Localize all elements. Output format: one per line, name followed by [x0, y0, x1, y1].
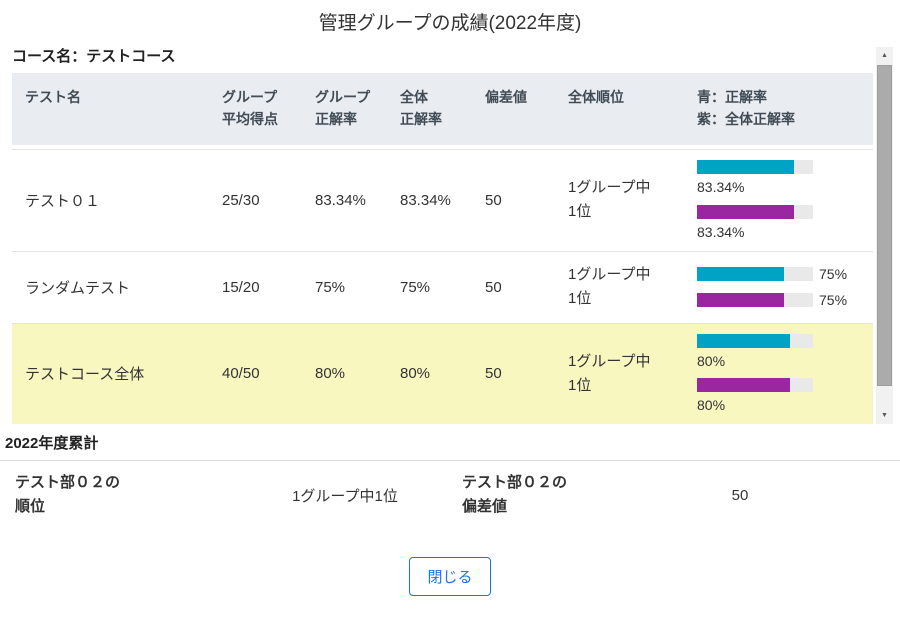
bar-value-label: 83.34%: [697, 223, 745, 240]
bar-value-label: 80%: [697, 352, 726, 369]
cell-overall-correct-rate: 75%: [400, 278, 431, 296]
header-bar-legend: 青：正解率 紫：全体正解率: [697, 89, 795, 127]
summary-row: テスト部０２の 順位 1グループ中1位 テスト部０２の 偏差値 50: [12, 469, 900, 521]
bar-fill: [697, 378, 790, 393]
summary-heading: 2022年度累計: [5, 435, 99, 453]
purple-rate-bar: 75%: [697, 292, 873, 309]
cell-overall-correct-rate: 83.34%: [400, 191, 451, 209]
header-overall-correct-rate: 全体 正解率: [400, 89, 442, 127]
bar-fill: [697, 333, 790, 348]
purple-rate-bar: 80%: [697, 378, 873, 414]
purple-rate-bar: 83.34%: [697, 204, 873, 241]
summary-rank-label: テスト部０２の 順位: [15, 474, 121, 516]
cell-test-name: ランダムテスト: [25, 279, 131, 297]
cell-deviation: 50: [485, 278, 502, 296]
cell-deviation: 50: [485, 365, 502, 383]
cell-overall-correct-rate: 80%: [400, 365, 431, 383]
bar-fill: [697, 204, 794, 219]
table-row-course-total: テストコース全体 40/50 80% 80% 50 1グループ中 1位 80% 8…: [12, 322, 873, 425]
bar-value-label: 75%: [819, 265, 848, 282]
blue-rate-bar: 75%: [697, 266, 873, 283]
summary-deviation-value: 50: [731, 486, 749, 504]
header-deviation: 偏差値: [485, 89, 527, 105]
blue-rate-bar: 80%: [697, 333, 873, 370]
header-overall-rank: 全体順位: [568, 89, 624, 105]
bar-fill: [697, 267, 784, 282]
bar-track: [697, 204, 813, 219]
bar-track: [697, 160, 813, 174]
cell-overall-rank: 1グループ中 1位: [568, 352, 651, 394]
summary-rank-value: 1グループ中1位: [292, 487, 398, 505]
bar-track: [697, 333, 813, 348]
cell-group-avg-score: 15/20: [222, 278, 260, 296]
header-test-name: テスト名: [25, 89, 81, 105]
cell-overall-rank: 1グループ中 1位: [568, 266, 651, 308]
yearly-summary-section: 2022年度累計 テスト部０２の 順位 1グループ中1位 テスト部０２の 偏差値…: [0, 432, 900, 521]
scroll-up-button[interactable]: ▲: [876, 47, 893, 64]
summary-divider: [0, 460, 900, 462]
header-group-correct-rate: グループ 正解率: [315, 89, 371, 127]
cell-group-correct-rate: 80%: [315, 365, 346, 383]
rate-bars: 75% 75%: [697, 256, 873, 319]
bar-track: [697, 292, 813, 307]
vertical-scrollbar[interactable]: ▲ ▼: [876, 47, 893, 425]
cell-group-avg-score: 25/30: [222, 191, 260, 209]
dialog-footer: 閉じる: [0, 557, 900, 597]
rate-bars: 83.34% 83.34%: [697, 150, 873, 251]
blue-rate-bar: 83.34%: [697, 160, 873, 196]
cell-deviation: 50: [485, 191, 502, 209]
course-name-label: コース名：テストコース: [12, 48, 176, 65]
rate-bars: 80% 80%: [697, 324, 873, 425]
cell-test-name: テストコース全体: [25, 366, 145, 384]
summary-deviation-label: テスト部０２の 偏差値: [462, 474, 568, 516]
bar-value-label: 80%: [697, 397, 726, 414]
cell-test-name: テスト０１: [25, 192, 101, 210]
table-row: テスト０１ 25/30 83.34% 83.34% 50 1グループ中 1位 8…: [12, 149, 873, 251]
cell-group-correct-rate: 83.34%: [315, 191, 366, 209]
results-scroll-region: コース名：テストコース テスト名 グループ 平均得点 グループ 正解率 全体 正…: [12, 45, 893, 425]
scroll-thumb[interactable]: [877, 65, 892, 387]
cell-overall-rank: 1グループ中 1位: [568, 179, 651, 221]
bar-track: [697, 267, 813, 282]
cell-group-avg-score: 40/50: [222, 365, 260, 383]
bar-value-label: 75%: [819, 291, 848, 308]
bar-value-label: 83.34%: [697, 179, 745, 195]
table-row: ランダムテスト 15/20 75% 75% 50 1グループ中 1位 75% 75…: [12, 250, 873, 323]
close-button[interactable]: 閉じる: [409, 557, 491, 597]
bar-fill: [697, 292, 784, 307]
cell-group-correct-rate: 75%: [315, 278, 346, 296]
page-title: 管理グループの成績(2022年度): [318, 13, 582, 34]
table-header-row: テスト名 グループ 平均得点 グループ 正解率 全体 正解率 偏差値 全体順位 …: [12, 73, 873, 145]
header-group-avg-score: グループ 平均得点: [222, 89, 278, 127]
bar-track: [697, 378, 813, 393]
bar-fill: [697, 160, 794, 174]
scroll-down-button[interactable]: ▼: [876, 407, 893, 425]
